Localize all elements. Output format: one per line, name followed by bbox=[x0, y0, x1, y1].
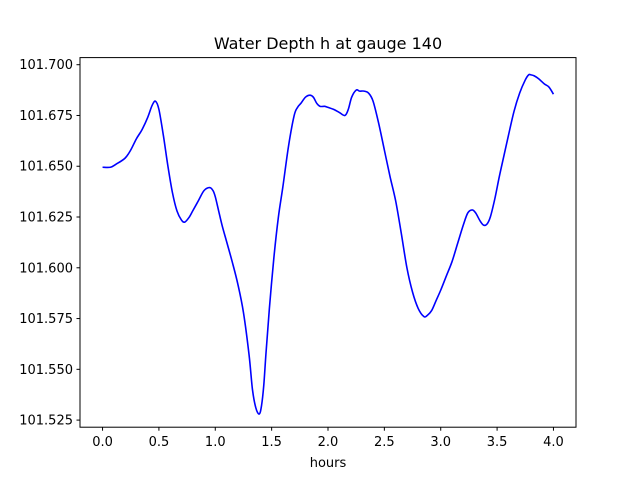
y-tick-label: 101.575 bbox=[19, 312, 73, 327]
x-tick-label: 3.0 bbox=[430, 435, 451, 450]
y-tick-label: 101.600 bbox=[19, 261, 73, 276]
x-axis-label: hours bbox=[310, 456, 347, 471]
y-tick-label: 101.550 bbox=[19, 363, 73, 378]
x-tick-label: 0.5 bbox=[149, 435, 170, 450]
y-tick-label: 101.675 bbox=[19, 109, 73, 124]
x-tick-label: 2.5 bbox=[374, 435, 395, 450]
plot-frame bbox=[79, 57, 577, 428]
x-tick-label: 1.5 bbox=[261, 435, 282, 450]
x-tick-label: 4.0 bbox=[543, 435, 564, 450]
x-tick-label: 1.0 bbox=[205, 435, 226, 450]
x-tick-label: 2.0 bbox=[318, 435, 339, 450]
chart-title: Water Depth h at gauge 140 bbox=[214, 34, 442, 53]
y-tick-label: 101.650 bbox=[19, 160, 73, 175]
plot-area bbox=[102, 73, 555, 415]
x-tick-label: 3.5 bbox=[487, 435, 508, 450]
axis-ticks: 0.0 0.5 1.0 1.5 2.0 2.5 3.0 3.5 4.0 101.525 101.55… bbox=[19, 58, 564, 450]
y-tick-label: 101.525 bbox=[19, 414, 73, 429]
y-tick-label: 101.700 bbox=[19, 58, 73, 73]
x-tick-label: 0.0 bbox=[92, 435, 113, 450]
y-tick-label: 101.625 bbox=[19, 211, 73, 226]
series-line bbox=[102, 73, 555, 415]
